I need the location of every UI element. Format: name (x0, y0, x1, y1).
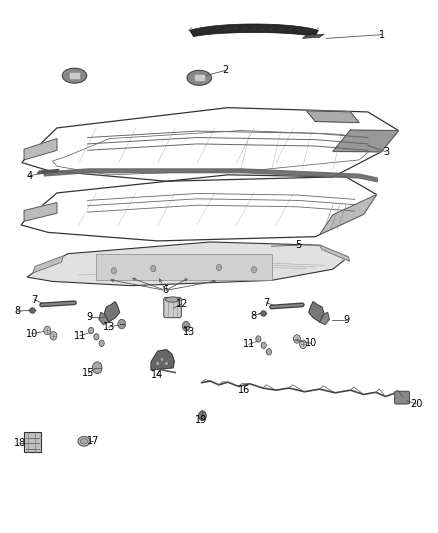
Text: 11: 11 (243, 340, 255, 349)
Polygon shape (320, 312, 329, 325)
Circle shape (99, 340, 104, 346)
Polygon shape (99, 312, 109, 325)
Circle shape (94, 334, 99, 340)
Circle shape (266, 349, 272, 355)
FancyBboxPatch shape (164, 297, 181, 318)
Text: 6: 6 (162, 286, 169, 295)
Polygon shape (62, 68, 87, 83)
Text: 15: 15 (82, 368, 95, 378)
Polygon shape (190, 24, 318, 37)
Text: 10: 10 (305, 338, 317, 348)
Circle shape (256, 336, 261, 342)
Text: 20: 20 (410, 399, 422, 409)
Circle shape (251, 266, 257, 273)
Text: 19: 19 (195, 415, 208, 425)
Circle shape (300, 340, 307, 349)
Circle shape (216, 264, 222, 271)
Text: 7: 7 (31, 295, 37, 304)
Text: 9: 9 (87, 312, 93, 321)
Circle shape (151, 265, 156, 272)
Text: 2: 2 (223, 66, 229, 75)
Circle shape (293, 335, 300, 343)
Circle shape (198, 411, 206, 421)
Circle shape (88, 327, 94, 334)
Polygon shape (320, 195, 377, 235)
Circle shape (156, 361, 159, 366)
Polygon shape (333, 130, 399, 152)
Text: 5: 5 (295, 240, 301, 250)
Polygon shape (307, 111, 359, 123)
Text: 11: 11 (74, 331, 86, 341)
Text: 13: 13 (102, 322, 115, 332)
Polygon shape (70, 73, 79, 78)
Circle shape (111, 268, 117, 274)
Circle shape (261, 342, 266, 349)
Bar (24, 432, 41, 452)
Polygon shape (195, 75, 204, 80)
Text: 8: 8 (250, 311, 256, 320)
Polygon shape (27, 242, 348, 286)
Polygon shape (33, 256, 64, 273)
Ellipse shape (80, 439, 88, 444)
Text: 14: 14 (151, 370, 163, 380)
Polygon shape (24, 139, 57, 160)
Bar (96, 254, 272, 280)
Text: 3: 3 (383, 147, 389, 157)
Circle shape (92, 362, 102, 374)
Text: 16: 16 (238, 385, 251, 395)
Circle shape (182, 321, 190, 331)
Circle shape (118, 319, 126, 329)
Polygon shape (151, 350, 174, 370)
Polygon shape (187, 70, 212, 85)
Circle shape (44, 326, 51, 335)
Polygon shape (104, 302, 120, 322)
Polygon shape (320, 245, 350, 261)
Text: 4: 4 (27, 171, 33, 181)
Circle shape (165, 361, 168, 366)
Ellipse shape (166, 297, 180, 302)
Text: 10: 10 (26, 329, 38, 338)
Text: 13: 13 (183, 327, 195, 336)
Text: 12: 12 (176, 299, 188, 309)
Polygon shape (309, 302, 324, 322)
Polygon shape (302, 34, 324, 38)
Polygon shape (37, 169, 59, 174)
Circle shape (160, 357, 164, 361)
Text: 17: 17 (87, 437, 99, 446)
FancyBboxPatch shape (395, 391, 410, 404)
Ellipse shape (78, 437, 90, 446)
Circle shape (50, 332, 57, 340)
Text: 1: 1 (379, 30, 385, 39)
Polygon shape (24, 203, 57, 221)
Text: 7: 7 (263, 298, 269, 308)
Text: 9: 9 (344, 315, 350, 325)
Text: 18: 18 (14, 439, 26, 448)
Text: 8: 8 (14, 306, 21, 316)
